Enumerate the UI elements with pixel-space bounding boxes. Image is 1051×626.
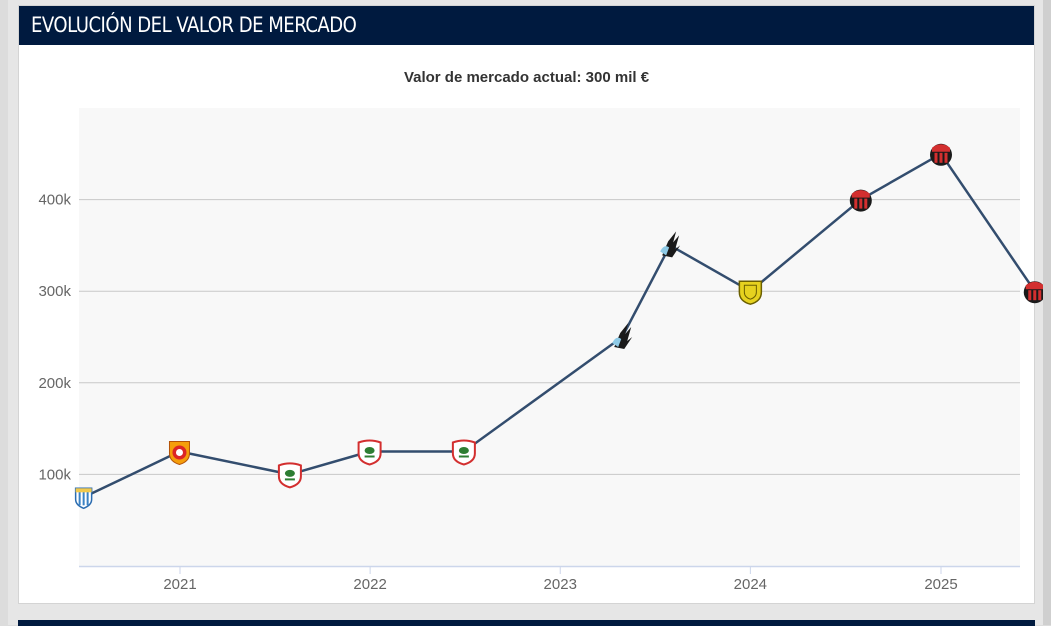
crest-accent bbox=[612, 337, 622, 347]
yellow-shield-crest-icon[interactable] bbox=[738, 280, 763, 305]
crest-letters bbox=[458, 455, 469, 458]
crest-stripe bbox=[1028, 290, 1032, 301]
blue-white-striped-crest-icon[interactable] bbox=[74, 487, 93, 510]
y-tick-label: 100k bbox=[38, 466, 71, 483]
crest-shield bbox=[738, 280, 763, 305]
crest-stripe bbox=[864, 198, 868, 209]
crest-stripe bbox=[934, 152, 938, 163]
y-tick-label: 400k bbox=[38, 192, 71, 209]
red-white-tree-crest-icon[interactable] bbox=[451, 439, 476, 466]
red-white-tree-crest-icon[interactable] bbox=[357, 439, 382, 466]
x-tick-label: 2025 bbox=[924, 576, 957, 593]
crest-ball bbox=[175, 449, 183, 456]
crest-stripe bbox=[859, 198, 863, 209]
crest-tree bbox=[284, 469, 295, 477]
crest-stripe bbox=[86, 491, 89, 506]
plot-area bbox=[79, 108, 1020, 566]
crest-stripe bbox=[1033, 290, 1037, 301]
crest-stripe bbox=[78, 491, 81, 506]
crest-top bbox=[932, 144, 950, 152]
crest-letters bbox=[364, 455, 375, 458]
card-header: EVOLUCIÓN DEL VALOR DE MERCADO bbox=[19, 6, 1034, 45]
x-tick-label: 2022 bbox=[353, 576, 386, 593]
crest-stripe bbox=[82, 491, 85, 506]
orange-red-shield-crest-icon[interactable] bbox=[168, 441, 190, 466]
crest-stripe bbox=[939, 152, 943, 163]
crest-top bbox=[1025, 281, 1044, 290]
crest-stripe bbox=[944, 152, 948, 163]
crest-letters bbox=[284, 478, 295, 481]
page-scrollbar[interactable] bbox=[1043, 0, 1051, 625]
black-blue-loon-crest-icon[interactable] bbox=[612, 323, 633, 349]
crest-tree bbox=[364, 447, 375, 454]
crest-accent bbox=[660, 246, 670, 256]
x-tick-label: 2024 bbox=[734, 576, 767, 593]
chart-subtitle: Valor de mercado actual: 300 mil € bbox=[403, 69, 650, 86]
crest-top bbox=[851, 190, 870, 198]
crest-inner bbox=[743, 284, 757, 300]
black-blue-loon-crest-icon[interactable] bbox=[660, 231, 681, 258]
x-tick-label: 2021 bbox=[163, 576, 196, 593]
card-title: EVOLUCIÓN DEL VALOR DE MERCADO bbox=[31, 13, 357, 37]
y-tick-label: 300k bbox=[38, 283, 71, 300]
red-white-tree-crest-icon[interactable] bbox=[277, 462, 302, 489]
x-tick-label: 2023 bbox=[544, 576, 577, 593]
red-black-striped-crest-icon[interactable] bbox=[849, 189, 872, 212]
next-section-header bbox=[18, 620, 1035, 626]
crest-tree bbox=[458, 447, 469, 454]
red-black-striped-crest-icon[interactable] bbox=[1023, 281, 1046, 304]
y-tick-label: 200k bbox=[38, 375, 71, 392]
red-black-striped-crest-icon[interactable] bbox=[930, 143, 952, 166]
crest-stripe bbox=[1038, 290, 1042, 301]
crest-band bbox=[75, 488, 92, 493]
crest-stripe bbox=[854, 198, 858, 209]
